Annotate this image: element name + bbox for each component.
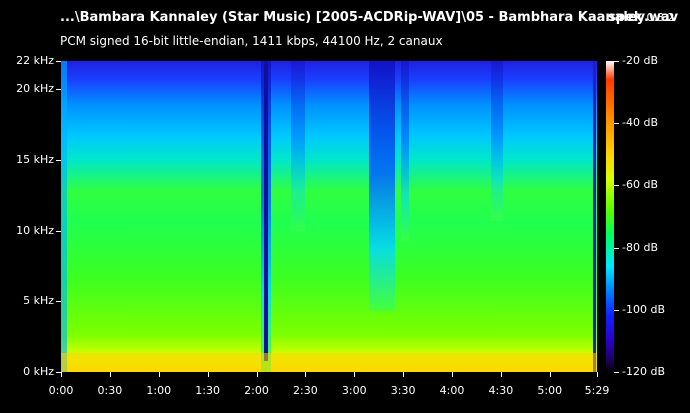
- dip-band-4: [291, 61, 305, 231]
- time-tick: [549, 372, 551, 377]
- frequency-tick: [56, 230, 61, 232]
- db-tick: [614, 61, 619, 62]
- time-tick-label: 2:00: [244, 384, 269, 397]
- time-tick: [256, 372, 258, 377]
- db-tick: [614, 372, 619, 373]
- time-tick-label: 2:30: [293, 384, 318, 397]
- time-tick: [109, 372, 111, 377]
- db-tick-label: -20 dB: [622, 54, 658, 67]
- db-tick-label: -80 dB: [622, 240, 658, 254]
- time-tick: [452, 372, 453, 377]
- frequency-tick-label: 15 kHz: [16, 152, 54, 166]
- time-tick: [61, 372, 62, 377]
- time-tick: [500, 372, 502, 377]
- app-version: 0.8.2: [646, 11, 675, 24]
- time-tick-label: 1:00: [146, 384, 172, 397]
- frequency-tick-label: 20 kHz: [16, 82, 54, 96]
- db-tick: [614, 247, 619, 249]
- db-colorbar: [606, 61, 614, 372]
- time-tick: [305, 372, 307, 377]
- frequency-tick-label: 10 kHz: [16, 223, 54, 237]
- file-info: PCM signed 16-bit little-endian, 1411 kb…: [60, 34, 443, 48]
- dip-band-5: [491, 61, 503, 221]
- intro-fade: [61, 61, 67, 372]
- db-tick-label: -120 dB: [622, 365, 665, 378]
- frequency-tick: [56, 301, 61, 303]
- spectrogram[interactable]: [61, 61, 600, 372]
- frequency-tick: [56, 159, 61, 161]
- time-tick-label: 0:30: [97, 384, 123, 397]
- time-tick-label: 4:00: [439, 384, 465, 397]
- bass-band: [61, 353, 597, 372]
- time-tick-label: 1:30: [195, 384, 220, 397]
- dip-band-3: [401, 61, 409, 241]
- frequency-tick-label: 0 kHz: [23, 365, 54, 378]
- frequency-tick: [56, 61, 61, 62]
- time-tick: [354, 372, 356, 377]
- db-tick: [614, 185, 619, 187]
- time-tick-label: 5:29: [584, 384, 610, 397]
- time-tick-label: 3:00: [341, 384, 367, 397]
- frequency-tick: [56, 372, 61, 373]
- spectrogram-fill: [61, 61, 597, 372]
- spectrogram-svg: [61, 61, 600, 372]
- silence-line-2: [593, 61, 596, 372]
- silence-line-1: [264, 61, 268, 361]
- time-tick: [207, 372, 209, 377]
- db-tick-label: -100 dB: [622, 302, 665, 316]
- file-title: ...\Bambara Kannaley (Star Music) [2005-…: [60, 10, 679, 25]
- frequency-tick-label: 5 kHz: [23, 294, 54, 308]
- db-tick-label: -40 dB: [622, 116, 658, 130]
- db-tick: [614, 123, 619, 125]
- end-gap: [597, 61, 600, 372]
- dip-band-2: [369, 61, 395, 311]
- time-tick: [597, 372, 598, 377]
- time-tick-label: 0:00: [48, 384, 74, 397]
- app-name: spek 0.8.2: [608, 10, 675, 25]
- time-tick-label: 4:30: [488, 384, 514, 397]
- frequency-tick-label: 22 kHz: [16, 54, 54, 67]
- time-tick-label: 3:30: [390, 384, 416, 397]
- time-tick: [403, 372, 405, 377]
- time-tick: [158, 372, 160, 377]
- db-tick: [614, 309, 619, 311]
- app-name-label: spek: [608, 10, 643, 25]
- frequency-tick: [56, 89, 61, 91]
- time-tick-label: 5:00: [537, 384, 563, 397]
- db-tick-label: -60 dB: [622, 178, 658, 192]
